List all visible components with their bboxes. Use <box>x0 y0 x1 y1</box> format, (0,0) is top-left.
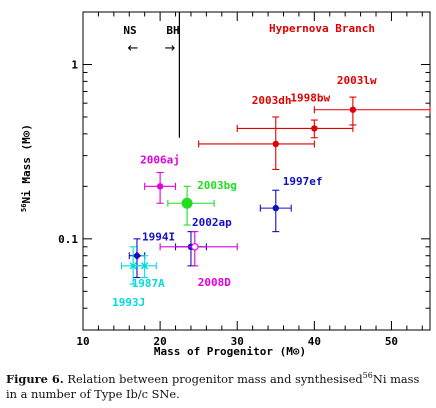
y-axis-label-sup: 56 <box>20 204 28 212</box>
y-tick-label: 1 <box>71 58 78 71</box>
caption-sup: 56 <box>362 371 373 380</box>
plot-frame <box>82 11 431 331</box>
x-tick-label: 40 <box>308 335 321 348</box>
data-point-2003dh <box>198 116 315 171</box>
data-point-1997ef <box>259 189 292 233</box>
point-marker <box>311 125 318 132</box>
data-point-1998bw <box>236 119 354 139</box>
y-axis-label-main: Ni Mass (M⊙) <box>20 124 33 203</box>
data-layer <box>121 96 431 285</box>
point-label-2002ap: 2002ap <box>192 216 232 229</box>
point-label-1994i: 1994I <box>142 231 175 244</box>
point-label-2008d: 2008D <box>198 276 231 289</box>
data-point-2006aj <box>144 171 177 204</box>
caption-text-before: Relation between progenitor mass and syn… <box>67 371 363 386</box>
axis-layer <box>82 11 431 331</box>
figure-caption: Figure 6. Relation between progenitor ma… <box>6 368 430 402</box>
x-tick-label: 20 <box>153 335 166 348</box>
data-point-2003lw <box>313 96 431 126</box>
x-tick-label: 10 <box>76 335 89 348</box>
x-axis-label: Mass of Progenitor (M⊙) <box>154 345 306 358</box>
data-point-2002ap <box>174 231 207 267</box>
y-tick-label: 0.1 <box>58 233 78 246</box>
bh-arrow: → <box>165 41 176 56</box>
point-marker <box>191 243 199 251</box>
data-point-2003bg <box>167 185 215 226</box>
point-label-1993j: 1993J <box>112 296 145 309</box>
caption-text-after: Ni mass in a number of Type Ib/c SNe. <box>6 371 420 401</box>
point-label-2003lw: 2003lw <box>337 74 377 87</box>
data-point-1993j <box>121 246 146 285</box>
point-marker <box>156 183 164 190</box>
hypernova-branch-label: Hypernova Branch <box>269 22 375 35</box>
point-marker <box>129 262 137 270</box>
data-point-1994i <box>128 238 146 279</box>
bh-label: BH <box>166 24 179 37</box>
x-tick-label: 30 <box>231 335 244 348</box>
point-marker <box>272 140 279 148</box>
point-label-2003bg: 2003bg <box>197 179 237 192</box>
caption-label: Figure 6. <box>6 371 64 386</box>
point-label-1997ef: 1997ef <box>283 175 323 188</box>
point-marker <box>272 204 279 212</box>
ns-arrow: ← <box>128 41 139 56</box>
point-marker <box>349 106 357 113</box>
point-label-1998bw: 1998bw <box>290 91 330 104</box>
data-point-2008d <box>159 231 238 267</box>
point-label-2003dh: 2003dh <box>252 94 292 107</box>
point-marker <box>181 197 193 209</box>
y-axis-label: 56Ni Mass (M⊙) <box>20 124 33 212</box>
point-marker <box>132 251 142 260</box>
ns-label: NS <box>123 24 136 37</box>
x-tick-label: 50 <box>385 335 398 348</box>
point-label-1987a: 1987A <box>132 277 165 290</box>
point-label-2006aj: 2006aj <box>140 153 180 166</box>
